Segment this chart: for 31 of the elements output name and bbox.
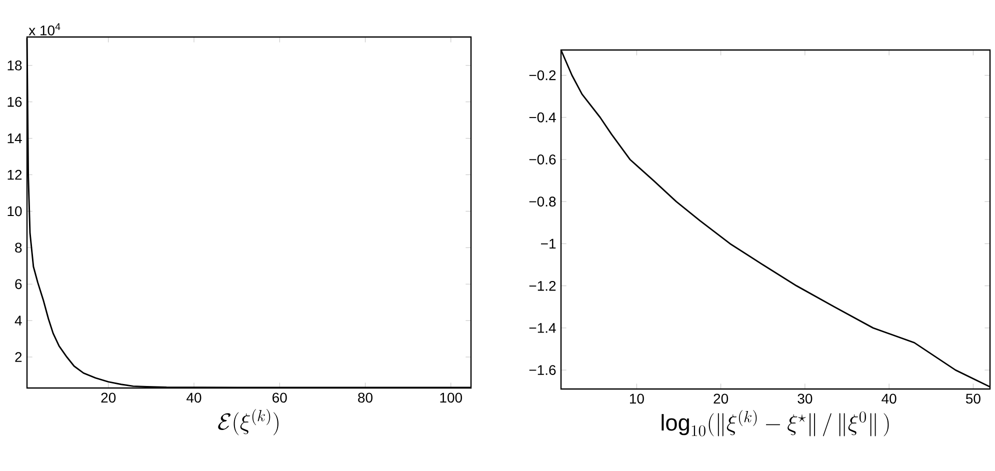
y-tick-label: −1.6 — [529, 365, 556, 376]
y-tick-label: 2 — [15, 352, 22, 362]
y-tick-label: 4 — [14, 316, 22, 326]
x-axis-title: $\mathcal{E}(\xi^{(k)})$ — [218, 409, 278, 436]
x-tick-label: 10 — [630, 394, 644, 404]
y-tick-label: −1 — [541, 238, 556, 249]
x-tick-label: 30 — [798, 394, 812, 404]
x-tick-label: 100 — [440, 392, 462, 403]
y-tick-label: 8 — [15, 242, 22, 253]
y-tick-label: 18 — [8, 60, 22, 70]
y-tick-label: 14 — [8, 134, 22, 144]
y-tick-label: 16 — [8, 96, 22, 107]
x-tick-label: 40 — [882, 394, 896, 404]
x-tick-label: 20 — [714, 394, 728, 404]
text: x 10$^{4}$ — [28, 23, 60, 36]
x-tick-label: 40 — [186, 392, 202, 403]
y-tick-label: 10 — [8, 206, 22, 216]
y-tick-label: −1.4 — [529, 323, 556, 333]
x-axis-title: $\log_{10}(\bigl\|\xi^{(k)}-\xi^{\star}\bigr\|\,/\,\bigl\|\xi^{0}\bigr\|\,)$ — [662, 410, 889, 436]
x-tick-label: 50 — [966, 394, 980, 404]
y-tick-label: 12 — [8, 170, 22, 180]
x-tick-label: 20 — [101, 392, 116, 403]
y-tick-label: −0.8 — [529, 196, 556, 207]
line-series — [560, 49, 991, 388]
y-tick-label: 6 — [15, 279, 22, 290]
y-tick-label: −0.2 — [529, 70, 556, 80]
y-tick-label: −0.6 — [529, 154, 556, 164]
x-tick-label: 80 — [358, 392, 372, 403]
x-tick-label: 60 — [272, 392, 287, 403]
y-tick-label: −1.2 — [529, 280, 556, 291]
y-tick-label: −0.4 — [529, 112, 556, 122]
